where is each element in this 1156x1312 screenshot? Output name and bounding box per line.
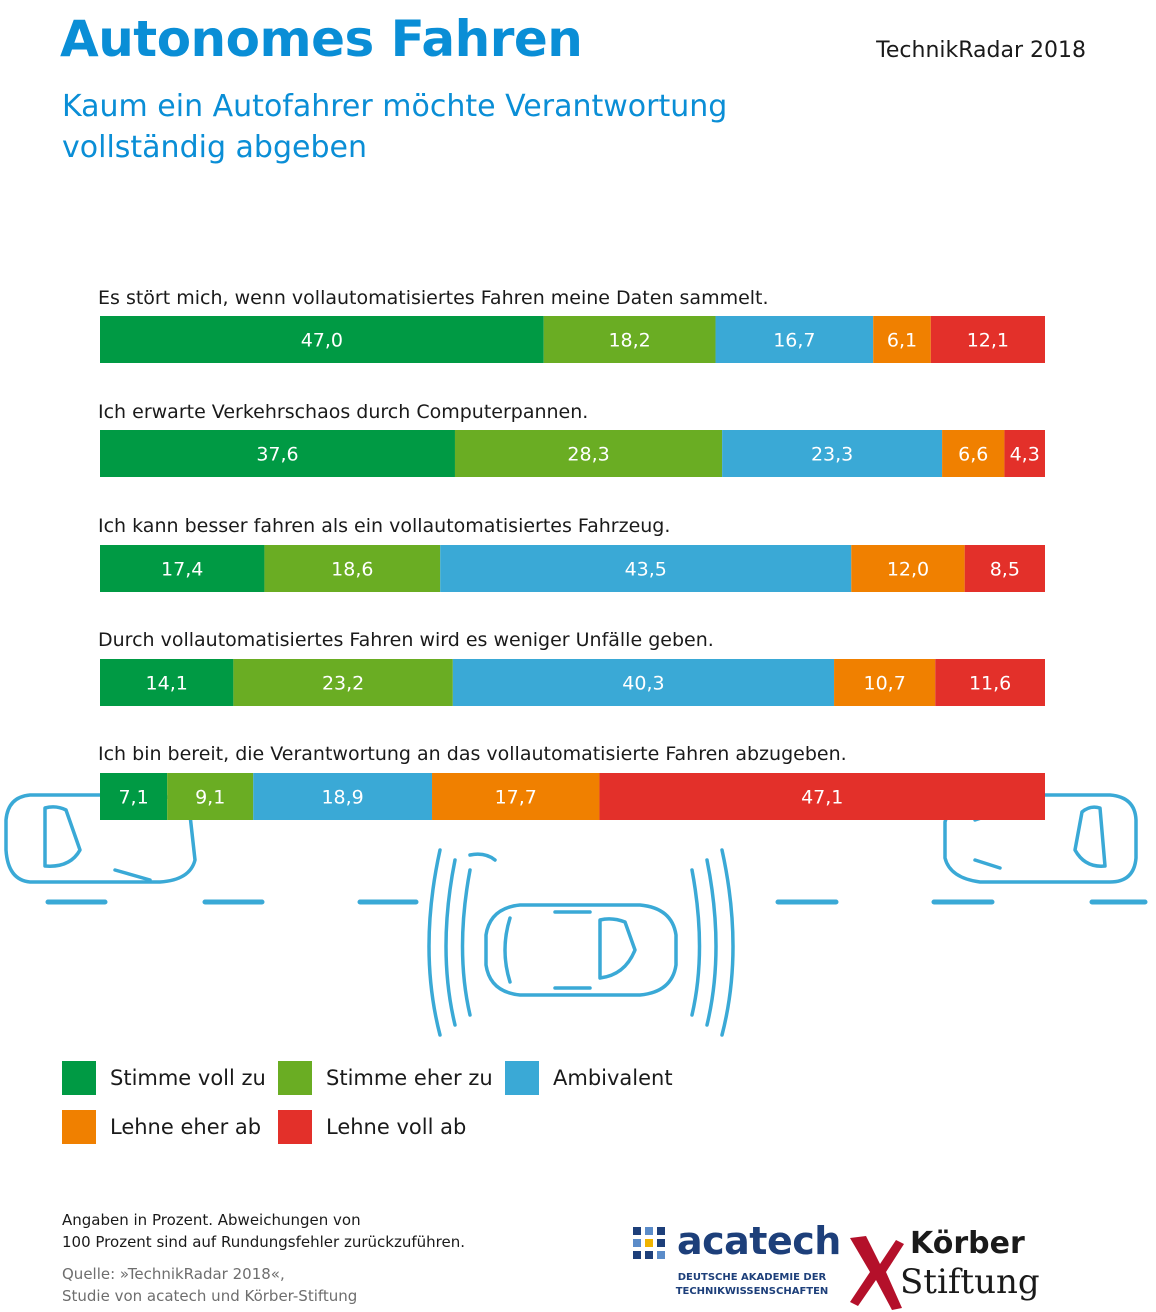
bar-value-label: 43,5 bbox=[625, 559, 667, 581]
bar-segment bbox=[722, 430, 943, 477]
bar-segment bbox=[452, 659, 835, 706]
bar-segment bbox=[454, 430, 723, 477]
legend-label: Lehne voll ab bbox=[326, 1115, 467, 1139]
bar-value-label: 17,7 bbox=[495, 787, 537, 809]
koerber-line-2: Stiftung bbox=[900, 1262, 1040, 1302]
acatech-wordmark: acatech bbox=[677, 1219, 841, 1263]
bar-segment bbox=[253, 773, 433, 820]
bar-value-label: 8,5 bbox=[990, 559, 1020, 581]
legend-label: Ambivalent bbox=[553, 1066, 673, 1090]
chart-title: Autonomes Fahren bbox=[60, 10, 583, 68]
chart-subtitle: Kaum ein Autofahrer möchte Verantwortung… bbox=[62, 89, 728, 165]
bar-segment bbox=[942, 430, 1005, 477]
category-label: Durch vollautomatisiertes Fahren wird es… bbox=[98, 629, 714, 651]
note-line-2: 100 Prozent sind auf Rundungsfehler zurü… bbox=[62, 1233, 465, 1251]
legend-item-ambivalent: Ambivalent bbox=[505, 1061, 673, 1095]
bar-value-label: 11,6 bbox=[969, 673, 1011, 695]
brand-label: TechnikRadar 2018 bbox=[876, 38, 1086, 63]
bar-segment bbox=[100, 545, 265, 592]
legend-label: Stimme eher zu bbox=[326, 1066, 493, 1090]
bar-value-label: 37,6 bbox=[256, 444, 298, 466]
bar-segment bbox=[935, 659, 1045, 706]
bar-value-label: 18,6 bbox=[331, 559, 373, 581]
bar-segment bbox=[100, 659, 234, 706]
bar-value-label: 10,7 bbox=[864, 673, 906, 695]
bar-value-label: 40,3 bbox=[622, 673, 664, 695]
legend-swatch bbox=[278, 1110, 312, 1144]
source-line-2: Studie von acatech und Körber-Stiftung bbox=[62, 1287, 358, 1305]
bar-value-label: 47,0 bbox=[301, 330, 343, 352]
bar-segment bbox=[100, 773, 168, 820]
category-label: Es stört mich, wenn vollautomatisiertes … bbox=[98, 287, 769, 309]
bar-value-label: 47,1 bbox=[801, 787, 843, 809]
acatech-subline-2: TECHNIKWISSENSCHAFTEN bbox=[675, 1286, 829, 1297]
legend-swatch bbox=[62, 1110, 96, 1144]
bar-value-label: 12,0 bbox=[887, 559, 929, 581]
bar-value-label: 14,1 bbox=[146, 673, 188, 695]
bar-value-label: 23,2 bbox=[322, 673, 364, 695]
category-label: Ich bin bereit, die Verantwortung an das… bbox=[98, 743, 847, 765]
legend-swatch bbox=[278, 1061, 312, 1095]
bar-segment bbox=[599, 773, 1045, 820]
source-line-1: Quelle: »TechnikRadar 2018«, bbox=[62, 1265, 285, 1283]
category-label: Ich erwarte Verkehrschaos durch Computer… bbox=[98, 401, 588, 423]
road-illustration-icon bbox=[4, 793, 1148, 1037]
acatech-subline-1: DEUTSCHE AKADEMIE DER bbox=[677, 1272, 827, 1283]
legend-item-stimme-voll-zu: Stimme voll zu bbox=[62, 1061, 266, 1095]
koerber-line-1: Körber bbox=[910, 1226, 1025, 1261]
bar-segment bbox=[264, 545, 441, 592]
bar-value-label: 28,3 bbox=[567, 444, 609, 466]
legend-label: Stimme voll zu bbox=[110, 1066, 266, 1090]
bar-segment bbox=[834, 659, 936, 706]
bar-value-label: 6,6 bbox=[958, 444, 988, 466]
note-line-1: Angaben in Prozent. Abweichungen von bbox=[62, 1211, 361, 1229]
legend-item-lehne-voll-ab: Lehne voll ab bbox=[278, 1110, 466, 1144]
bar-value-label: 16,7 bbox=[773, 330, 815, 352]
acatech-mark-icon bbox=[633, 1227, 665, 1259]
bar-value-label: 17,4 bbox=[161, 559, 203, 581]
bar-segment bbox=[964, 545, 1045, 592]
bar-segment bbox=[715, 316, 874, 363]
legend-item-lehne-eher-ab: Lehne eher ab bbox=[62, 1110, 261, 1144]
bar-segment bbox=[432, 773, 600, 820]
bar-value-label: 18,2 bbox=[608, 330, 650, 352]
legend-label: Lehne eher ab bbox=[110, 1115, 262, 1139]
bar-segment bbox=[873, 316, 931, 363]
bar-value-label: 6,1 bbox=[887, 330, 917, 352]
bar-segment bbox=[1004, 430, 1045, 477]
bar-value-label: 23,3 bbox=[811, 444, 853, 466]
bar-segment bbox=[100, 316, 544, 363]
bar-segment bbox=[930, 316, 1045, 363]
stacked-bar-chart: Es stört mich, wenn vollautomatisiertes … bbox=[4, 287, 1148, 1037]
legend-swatch bbox=[505, 1061, 539, 1095]
legend-swatch bbox=[62, 1061, 96, 1095]
acatech-subline: DEUTSCHE AKADEMIE DER TECHNIKWISSENSCHAF… bbox=[663, 1271, 841, 1299]
bar-value-label: 4,3 bbox=[1010, 444, 1040, 466]
bar-segment bbox=[233, 659, 453, 706]
bar-segment bbox=[167, 773, 254, 820]
bar-segment bbox=[851, 545, 965, 592]
category-label: Ich kann besser fahren als ein vollautom… bbox=[98, 515, 670, 537]
bar-segment bbox=[100, 430, 455, 477]
bar-segment bbox=[543, 316, 716, 363]
bar-value-label: 12,1 bbox=[967, 330, 1009, 352]
koerber-x-mark-icon bbox=[850, 1236, 904, 1310]
bar-value-label: 18,9 bbox=[321, 787, 363, 809]
bar-value-label: 7,1 bbox=[118, 787, 148, 809]
bar-segment bbox=[440, 545, 852, 592]
legend-item-stimme-eher-zu: Stimme eher zu bbox=[278, 1061, 493, 1095]
bar-value-label: 9,1 bbox=[195, 787, 225, 809]
